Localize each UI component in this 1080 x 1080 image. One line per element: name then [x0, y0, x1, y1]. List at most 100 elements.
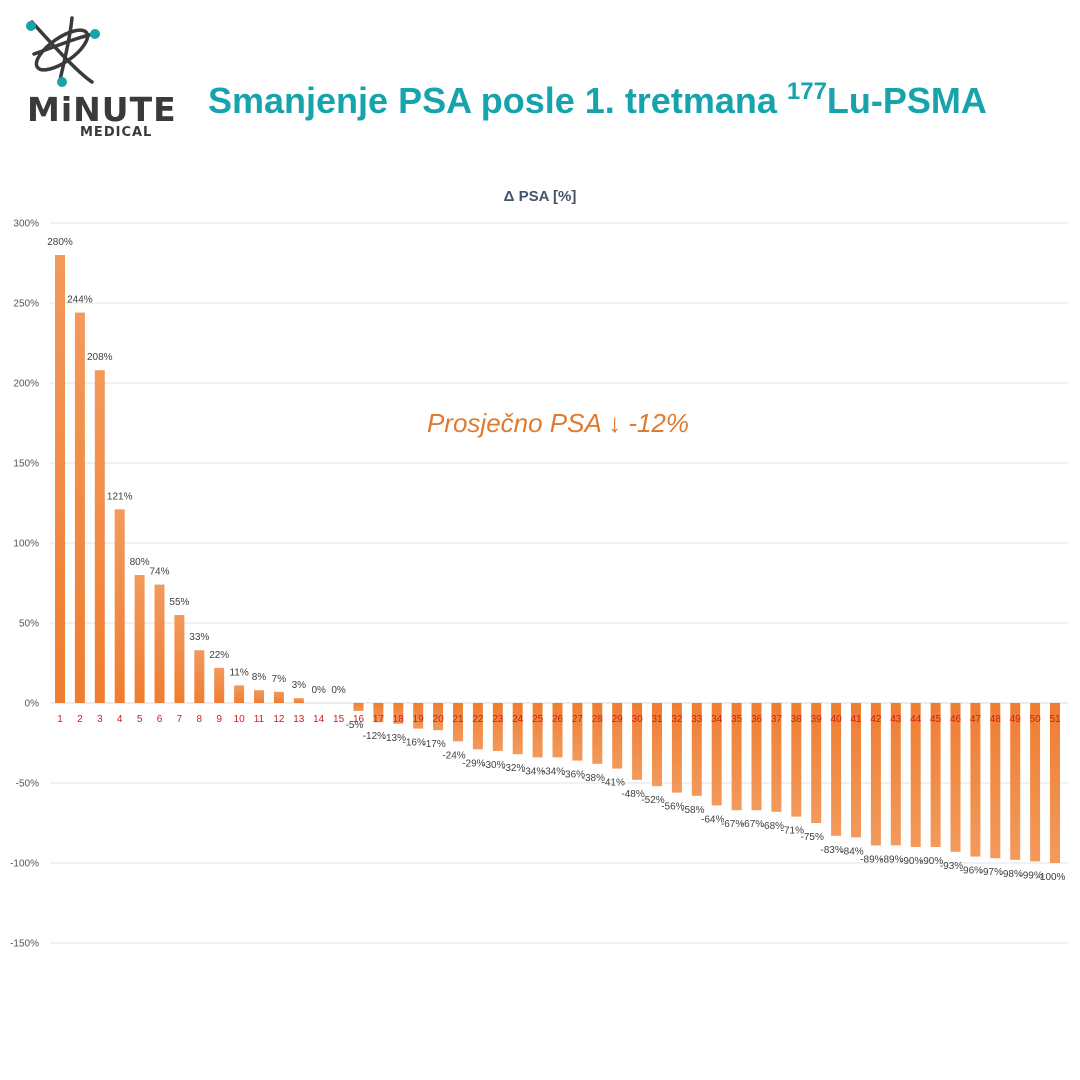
- logo-wordmark: MiNUTE: [27, 90, 177, 129]
- bar: [910, 703, 921, 847]
- data-label: -64%: [701, 814, 724, 825]
- bar: [532, 703, 543, 758]
- bar: [711, 703, 722, 806]
- x-category-label: 51: [1049, 714, 1061, 725]
- y-tick-label: 200%: [13, 379, 39, 390]
- data-label: 8%: [252, 672, 267, 683]
- x-category-label: 20: [433, 714, 445, 725]
- bar: [751, 703, 762, 811]
- bar: [870, 703, 881, 846]
- x-category-label: 29: [612, 714, 624, 725]
- data-label: -75%: [801, 832, 824, 843]
- bar: [413, 703, 424, 729]
- x-category-label: 43: [890, 714, 902, 725]
- x-category-label: 11: [254, 714, 265, 725]
- x-category-label: 13: [293, 714, 305, 725]
- x-category-label: 41: [850, 714, 862, 725]
- bar: [990, 703, 1001, 859]
- x-category-label: 16: [353, 714, 365, 725]
- data-label: -90%: [900, 856, 923, 867]
- x-category-label: 4: [117, 714, 123, 725]
- bar: [293, 698, 304, 703]
- bar: [632, 703, 643, 780]
- bar: [652, 703, 662, 787]
- bar: [592, 703, 603, 764]
- data-label: -30%: [482, 760, 505, 771]
- bar: [174, 615, 185, 703]
- bar: [234, 685, 245, 703]
- data-label: 208%: [87, 352, 113, 363]
- data-label: -97%: [980, 867, 1003, 878]
- x-category-label: 33: [691, 714, 703, 725]
- bar: [254, 690, 264, 703]
- bar: [851, 703, 861, 838]
- bar: [811, 703, 822, 823]
- bar: [74, 312, 85, 703]
- data-label: 280%: [47, 237, 73, 248]
- x-category-label: 37: [771, 714, 783, 725]
- bar: [214, 667, 225, 703]
- x-category-label: 47: [970, 714, 982, 725]
- data-label: -56%: [661, 802, 684, 813]
- bar: [1010, 703, 1021, 860]
- bar: [472, 703, 483, 750]
- data-label: 121%: [107, 491, 133, 502]
- y-tick-label: -50%: [16, 779, 39, 790]
- bar: [1050, 703, 1060, 863]
- data-label: -89%: [880, 854, 903, 865]
- average-annotation: Prosječno PSA ↓ -12%: [427, 408, 689, 438]
- x-category-label: 39: [811, 714, 823, 725]
- data-label: -52%: [641, 795, 664, 806]
- data-label: -83%: [820, 845, 843, 856]
- y-tick-label: 50%: [19, 619, 39, 630]
- x-category-label: 40: [831, 714, 843, 725]
- x-category-label: 50: [1030, 714, 1042, 725]
- bar: [114, 509, 125, 703]
- bar: [273, 691, 284, 703]
- bar: [353, 703, 364, 711]
- data-label: -36%: [562, 770, 585, 781]
- x-category-label: 36: [751, 714, 763, 725]
- bar: [194, 650, 205, 703]
- data-label: -67%: [721, 819, 744, 830]
- data-label: -98%: [1000, 869, 1023, 880]
- y-tick-label: 150%: [13, 459, 39, 470]
- bar: [671, 703, 682, 793]
- x-category-label: 28: [592, 714, 604, 725]
- bar: [393, 703, 404, 724]
- y-tick-label: 100%: [13, 539, 39, 550]
- data-label: -24%: [442, 750, 465, 761]
- bar: [492, 703, 503, 751]
- x-category-label: 42: [870, 714, 882, 725]
- psa-bar-chart: Δ PSA [%]300%250%200%150%100%50%0%-50%-1…: [10, 188, 1068, 950]
- data-label: -29%: [462, 758, 485, 769]
- x-category-label: 17: [373, 714, 385, 725]
- data-label: -17%: [422, 739, 445, 750]
- bar: [612, 703, 623, 769]
- logo-subtitle: MEDICAL: [80, 125, 153, 140]
- atom-icon: [26, 16, 100, 87]
- x-category-label: 31: [651, 714, 663, 725]
- x-category-label: 10: [234, 714, 246, 725]
- data-label: -99%: [1019, 870, 1042, 881]
- data-label: -58%: [681, 805, 704, 816]
- data-label: -48%: [621, 789, 644, 800]
- x-category-label: 22: [472, 714, 484, 725]
- x-category-label: 35: [731, 714, 743, 725]
- bar: [55, 255, 65, 703]
- data-label: -71%: [781, 826, 804, 837]
- data-label: -38%: [582, 773, 605, 784]
- data-label: 74%: [149, 567, 169, 578]
- x-category-label: 49: [1010, 714, 1022, 725]
- minute-medical-logo: MiNUTE MEDICAL: [22, 14, 176, 140]
- x-category-label: 26: [552, 714, 564, 725]
- data-label: -84%: [840, 846, 863, 857]
- bar: [1030, 703, 1041, 862]
- bar: [791, 703, 802, 817]
- y-tick-label: 300%: [13, 219, 39, 230]
- bar: [771, 703, 782, 812]
- data-label: -89%: [860, 854, 883, 865]
- data-label: 11%: [229, 667, 248, 678]
- x-category-label: 1: [57, 714, 63, 725]
- bar: [731, 703, 742, 811]
